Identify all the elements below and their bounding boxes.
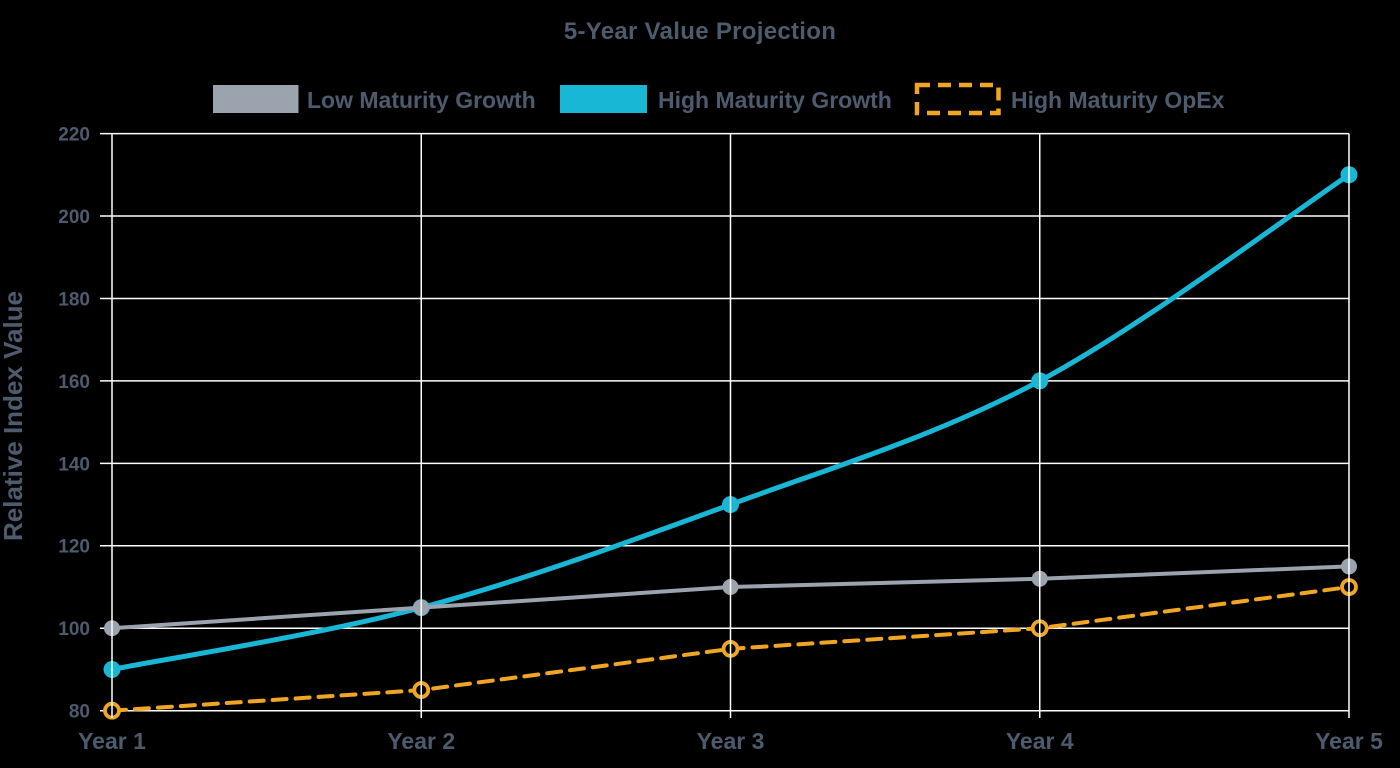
svg-text:120: 120 <box>58 537 90 558</box>
svg-text:5-Year Value Projection: 5-Year Value Projection <box>564 18 836 45</box>
svg-text:High Maturity Growth: High Maturity Growth <box>658 87 892 113</box>
svg-text:Low Maturity Growth: Low Maturity Growth <box>307 87 536 113</box>
svg-text:220: 220 <box>58 125 90 146</box>
svg-text:180: 180 <box>58 289 90 310</box>
svg-text:200: 200 <box>58 207 90 228</box>
svg-text:Relative Index Value: Relative Index Value <box>0 291 28 541</box>
svg-text:High Maturity OpEx: High Maturity OpEx <box>1011 87 1225 113</box>
svg-text:80: 80 <box>69 702 90 723</box>
svg-text:Year 3: Year 3 <box>697 728 765 754</box>
svg-text:Year 4: Year 4 <box>1006 728 1074 754</box>
svg-text:Year 5: Year 5 <box>1315 728 1383 754</box>
svg-text:Year 1: Year 1 <box>78 728 146 754</box>
svg-text:100: 100 <box>58 619 90 640</box>
svg-text:160: 160 <box>58 372 90 393</box>
svg-text:140: 140 <box>58 454 90 475</box>
svg-text:Year 2: Year 2 <box>387 728 455 754</box>
